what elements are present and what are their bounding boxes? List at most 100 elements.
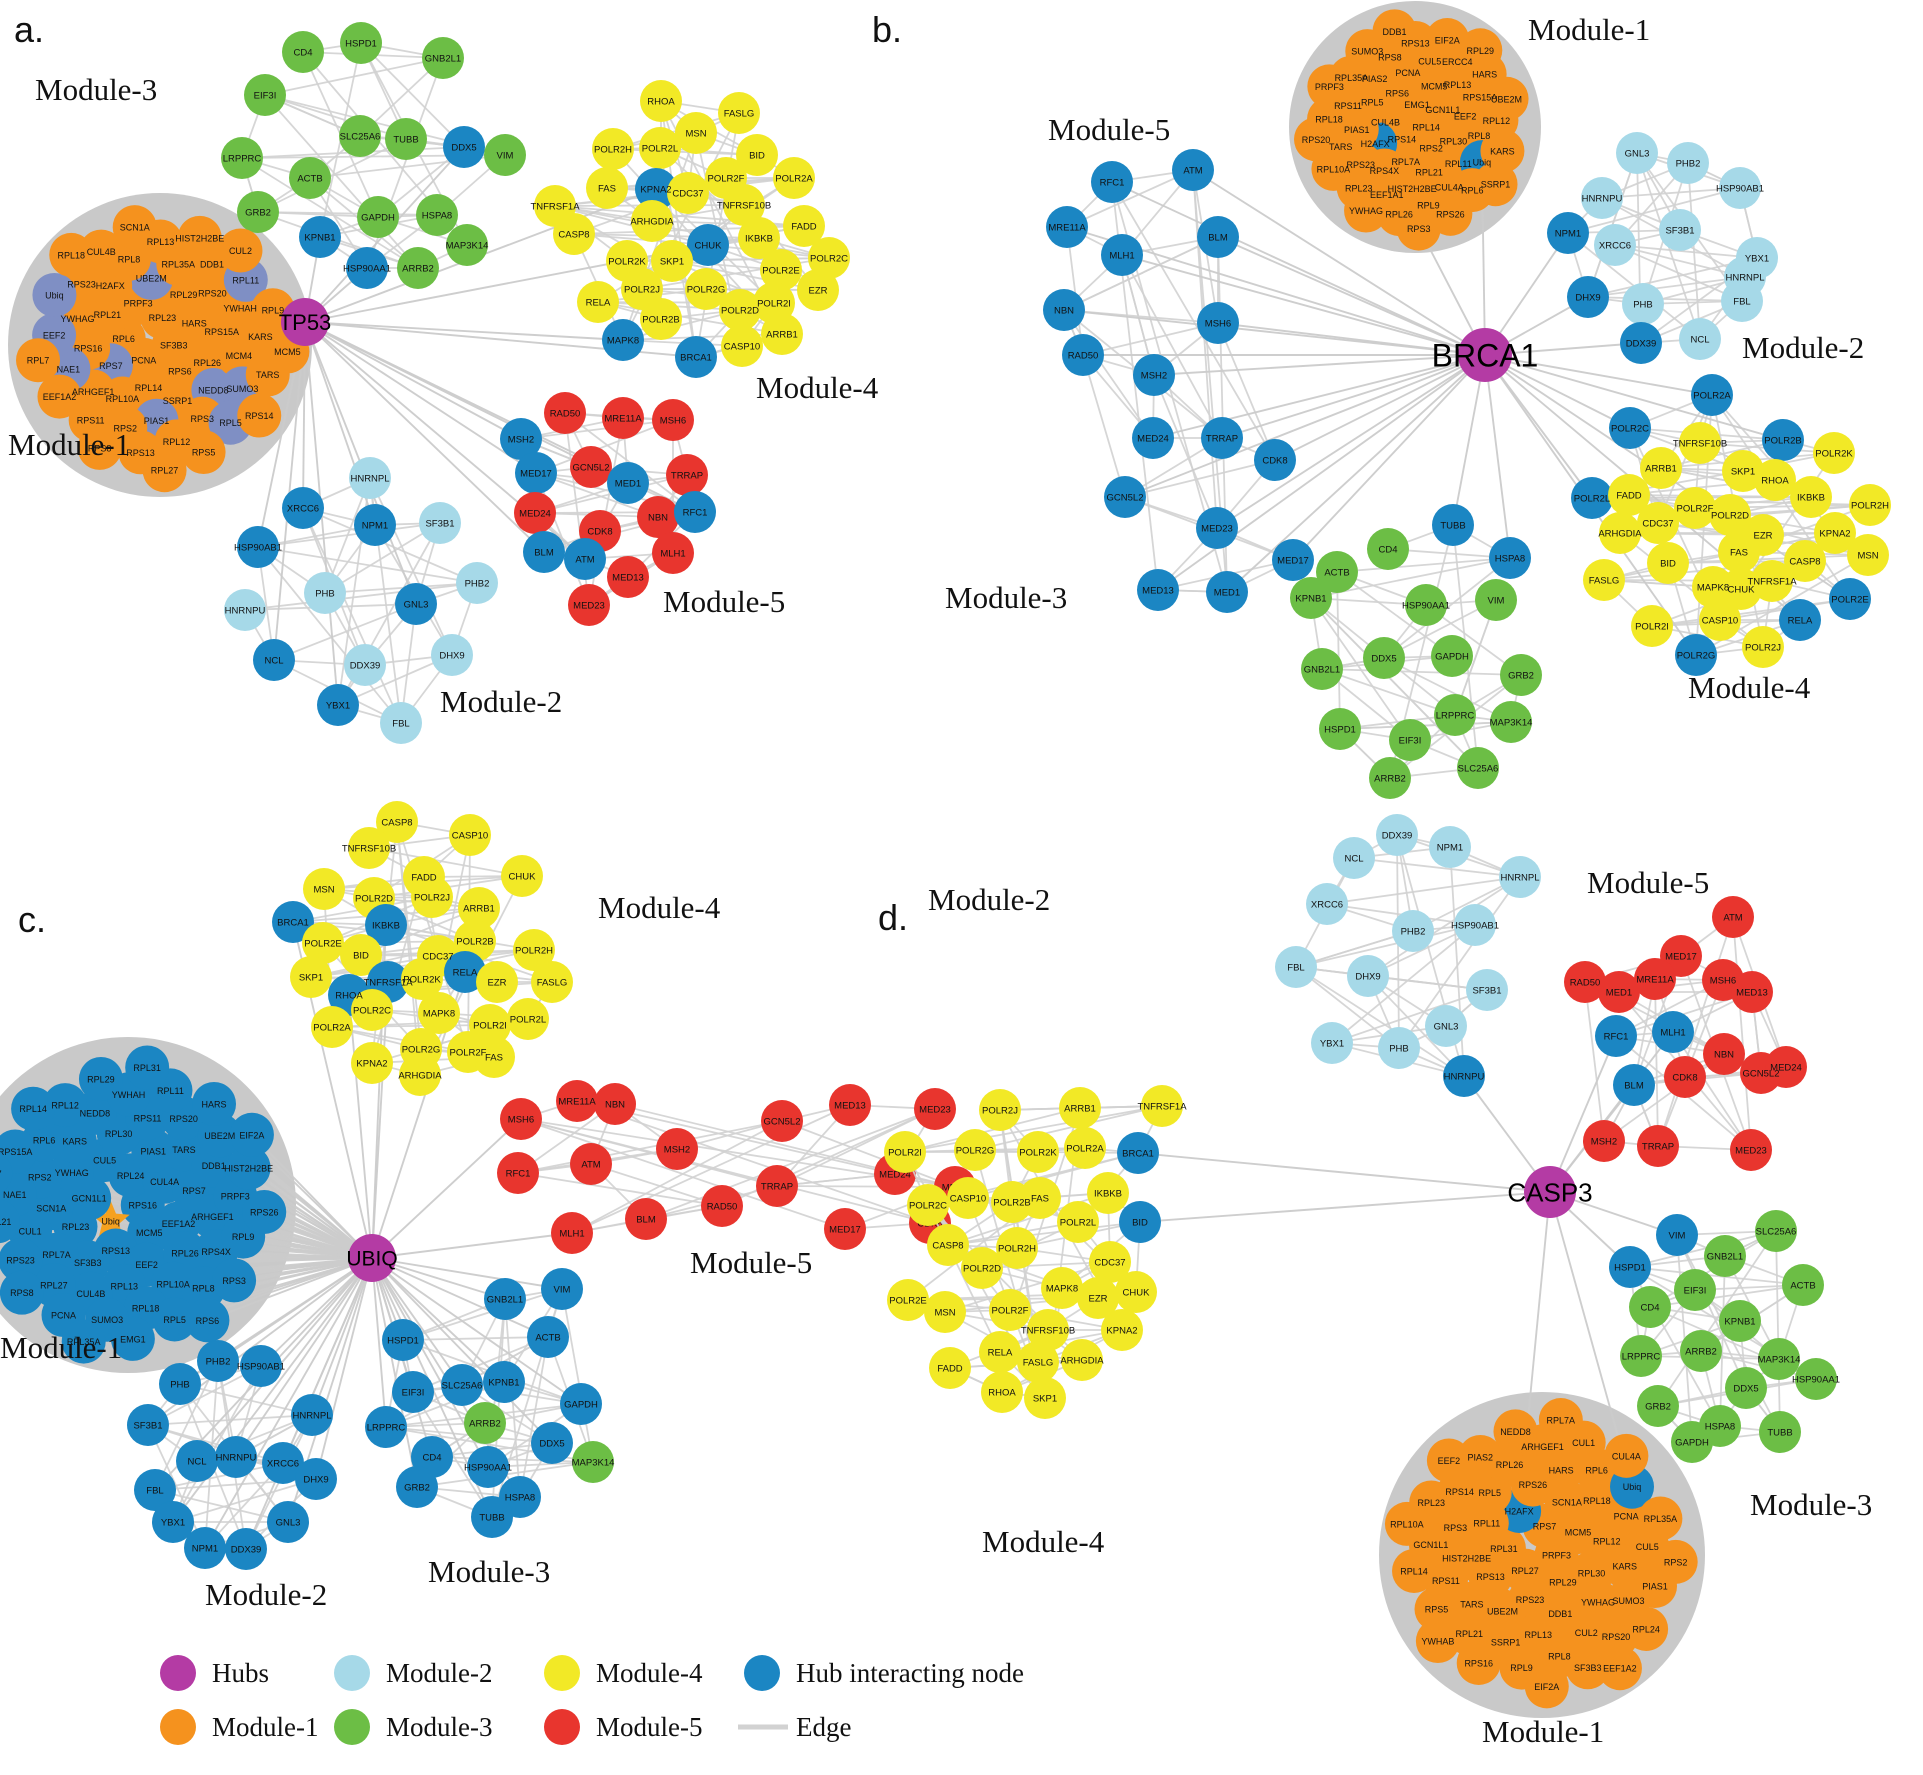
node-ATM[interactable] — [564, 538, 606, 580]
node-TUBB[interactable] — [471, 1496, 513, 1538]
node-DHX9[interactable] — [1347, 955, 1389, 997]
node-EIF2A[interactable] — [1524, 1664, 1569, 1709]
node-GNB2L1[interactable] — [422, 37, 464, 79]
node-GNL3[interactable] — [1425, 1005, 1467, 1047]
node-ACTB[interactable] — [1316, 551, 1358, 593]
node-RFC1[interactable] — [497, 1152, 539, 1194]
node-HSPA8[interactable] — [1489, 537, 1531, 579]
node-NPM1[interactable] — [354, 504, 396, 546]
node-CDC37[interactable] — [1089, 1241, 1131, 1283]
node-RAD50[interactable] — [544, 392, 586, 434]
node-CUL4A[interactable] — [1604, 1433, 1649, 1478]
node-YBX1[interactable] — [317, 684, 359, 726]
node-TNFRSF1A[interactable] — [1141, 1085, 1183, 1127]
node-HSP90AA1[interactable] — [1405, 584, 1447, 626]
node-POLR2A[interactable] — [1064, 1127, 1106, 1169]
node-MED1[interactable] — [1206, 571, 1248, 613]
node-SKP1[interactable] — [290, 956, 332, 998]
node-SLC25A6[interactable] — [441, 1364, 483, 1406]
node-XRCC6[interactable] — [1594, 224, 1636, 266]
node-RPL31[interactable] — [125, 1045, 170, 1090]
node-POLR2H[interactable] — [513, 929, 555, 971]
node-POLR2E[interactable] — [887, 1279, 929, 1321]
node-NBN[interactable] — [1043, 289, 1085, 331]
node-LRPPRC[interactable] — [1620, 1335, 1662, 1377]
node-POLR2C[interactable] — [1609, 407, 1651, 449]
node-CD4[interactable] — [282, 31, 324, 73]
node-KARS[interactable] — [1480, 128, 1525, 173]
node-FAS[interactable] — [1019, 1177, 1061, 1219]
node-ARRB1[interactable] — [1640, 447, 1682, 489]
node-MLH1[interactable] — [1652, 1011, 1694, 1053]
node-RHOA[interactable] — [1754, 459, 1796, 501]
node-SKP1[interactable] — [651, 240, 693, 282]
node-HSP90AB1[interactable] — [1454, 904, 1496, 946]
node-POLR2K[interactable] — [1017, 1131, 1059, 1173]
node-RPS3[interactable] — [212, 1258, 257, 1303]
node-MED17[interactable] — [1272, 539, 1314, 581]
node-MAP3K14[interactable] — [1758, 1338, 1800, 1380]
node-SSRP1[interactable] — [1473, 162, 1518, 207]
node-POLR2E[interactable] — [302, 922, 344, 964]
node-POLR2E[interactable] — [760, 249, 802, 291]
node-POLR2J[interactable] — [621, 268, 663, 310]
node-ATM[interactable] — [1172, 149, 1214, 191]
node-RPL29[interactable] — [1458, 28, 1503, 73]
node-POLR2A[interactable] — [1691, 374, 1733, 416]
node-HIST2H2BE[interactable] — [226, 1145, 271, 1190]
node-POLR2G[interactable] — [685, 268, 727, 310]
node-CASP8[interactable] — [376, 801, 418, 843]
node-FASLG[interactable] — [1017, 1341, 1059, 1383]
node-MED24[interactable] — [514, 492, 556, 534]
node-RHOA[interactable] — [640, 80, 682, 122]
node-RPS2[interactable] — [1653, 1539, 1698, 1584]
node-DDX5[interactable] — [443, 126, 485, 168]
node-EEF1A2[interactable] — [1597, 1646, 1642, 1691]
node-ACTB[interactable] — [1782, 1264, 1824, 1306]
node-SF3B1[interactable] — [1659, 209, 1701, 251]
node-MSH2[interactable] — [656, 1128, 698, 1170]
node-MED13[interactable] — [607, 556, 649, 598]
node-POLR2F[interactable] — [989, 1289, 1031, 1331]
node-ATM[interactable] — [570, 1143, 612, 1185]
node-CASP10[interactable] — [1699, 599, 1741, 641]
node-FADD[interactable] — [783, 205, 825, 247]
node-NPM1[interactable] — [184, 1527, 226, 1569]
node-NBN[interactable] — [1703, 1033, 1745, 1075]
node-CHUK[interactable] — [501, 855, 543, 897]
node-BID[interactable] — [1647, 542, 1689, 584]
node-LRPPRC[interactable] — [1434, 694, 1476, 736]
node-CDK8[interactable] — [1664, 1056, 1706, 1098]
node-ACTB[interactable] — [527, 1316, 569, 1358]
node-ACTB[interactable] — [289, 157, 331, 199]
node-GNL3[interactable] — [395, 583, 437, 625]
node-DDX5[interactable] — [1725, 1367, 1767, 1409]
node-Ubiq[interactable] — [32, 272, 77, 317]
node-KPNB1[interactable] — [1719, 1300, 1761, 1342]
node-HSP90AA1[interactable] — [1795, 1358, 1837, 1400]
node-RELA[interactable] — [444, 951, 486, 993]
node-MAP3K14[interactable] — [572, 1441, 614, 1483]
node-TRRAP[interactable] — [1637, 1125, 1679, 1167]
node-CDK8[interactable] — [1254, 439, 1296, 481]
node-HNRNPU[interactable] — [224, 589, 266, 631]
node-MED13[interactable] — [1137, 569, 1179, 611]
node-KPNB1[interactable] — [1290, 577, 1332, 619]
node-RAD50[interactable] — [701, 1185, 743, 1227]
node-HNRNPL[interactable] — [349, 457, 391, 499]
node-RPS6[interactable] — [185, 1298, 230, 1343]
node-SKP1[interactable] — [1722, 450, 1764, 492]
node-POLR2I[interactable] — [884, 1131, 926, 1173]
node-XRCC6[interactable] — [262, 1442, 304, 1484]
node-POLR2K[interactable] — [401, 958, 443, 1000]
node-CDC37[interactable] — [1637, 502, 1679, 544]
node-KPNB1[interactable] — [299, 216, 341, 258]
node-POLR2L[interactable] — [1571, 477, 1613, 519]
node-RPS20[interactable] — [1294, 117, 1339, 162]
node-CASP8[interactable] — [1784, 540, 1826, 582]
node-YWHAG[interactable] — [1344, 188, 1389, 233]
node-VIM[interactable] — [541, 1268, 583, 1310]
node-MRE11A[interactable] — [602, 397, 644, 439]
node-MED24[interactable] — [1132, 417, 1174, 459]
node-MAPK8[interactable] — [602, 319, 644, 361]
